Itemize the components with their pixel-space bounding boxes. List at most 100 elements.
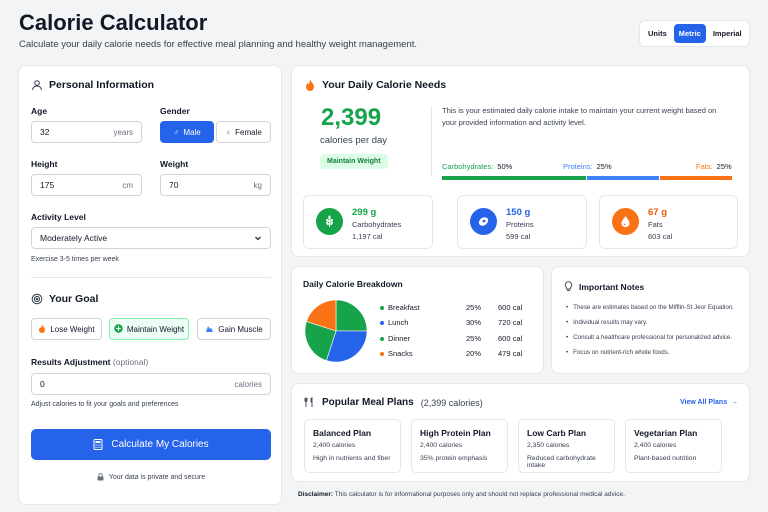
macro-calories: 599 cal <box>506 232 531 241</box>
muscle-icon <box>205 324 214 335</box>
target-icon <box>31 293 43 305</box>
meal-plan-card[interactable]: Balanced Plan 2,400 calories High in nutri… <box>304 419 401 473</box>
plus-circle-icon <box>114 323 123 335</box>
age-label: Age <box>31 106 48 116</box>
goal-lose-label: Lose Weight <box>50 324 95 334</box>
height-unit: cm <box>122 180 133 190</box>
macro-card-fats: 67 g Fats 603 cal <box>599 195 738 249</box>
macro-name: Fats <box>648 220 663 229</box>
activity-select[interactable]: Moderately Active <box>31 227 271 249</box>
weight-value: 70 <box>169 180 179 190</box>
calculate-button-label: Calculate My Calories <box>111 439 209 450</box>
meal-plan-card[interactable]: Vegetarian Plan 2,400 calories Plant-based… <box>625 419 722 473</box>
macro-grams: 150 g <box>506 207 531 218</box>
meal-name: Snacks <box>388 349 413 358</box>
macro-card-carbohydrates: 299 g Carbohydrates 1,197 cal <box>303 195 433 249</box>
disclaimer-label: Disclaimer: <box>298 491 334 498</box>
plan-name: High Protein Plan <box>420 428 491 438</box>
meal-name: Lunch <box>388 318 409 327</box>
meal-calories: 600 cal <box>498 334 523 343</box>
macro-split-pct: 50% <box>497 162 513 171</box>
age-unit: years <box>113 127 133 137</box>
meal-percent: 25% <box>466 334 482 343</box>
daily-needs-header: Your Daily Calorie Needs <box>304 79 446 91</box>
meal-percent: 25% <box>466 303 482 312</box>
goal-header: Your Goal <box>31 293 98 305</box>
chevron-down-icon <box>255 236 261 241</box>
units-imperial-button[interactable]: Imperial <box>712 29 742 38</box>
age-input[interactable]: 32 years <box>31 121 142 143</box>
notes-header: Important Notes <box>564 281 644 292</box>
macro-grams: 299 g <box>352 207 377 218</box>
daily-calories-unit: calories per day <box>320 135 388 146</box>
section-divider <box>31 277 271 278</box>
calculate-button[interactable]: Calculate My Calories <box>31 429 271 460</box>
activity-label: Activity Level <box>31 212 86 222</box>
meal-name: Dinner <box>388 334 411 343</box>
weight-unit: kg <box>253 180 262 190</box>
note-item: These are estimates based on the Mifflin… <box>566 304 748 311</box>
adjustment-label: Results Adjustment (optional) <box>31 357 148 367</box>
macro-split-name: Carbohydrates: <box>442 162 494 171</box>
macro-split-label: Fats: 25% <box>696 162 732 171</box>
adjustment-label-text: Results Adjustment <box>31 357 111 367</box>
height-input[interactable]: 175 cm <box>31 174 142 196</box>
meal-plan-card[interactable]: Low Carb Plan 2,350 calories Reduced carbo… <box>518 419 615 473</box>
note-item: Individual results may vary. <box>566 319 748 326</box>
gender-female-button[interactable]: ♀ Female <box>216 121 271 143</box>
breakdown-row: Lunch 30% 720 cal <box>380 318 540 330</box>
male-icon: ♂ <box>173 127 180 137</box>
lock-icon <box>97 473 104 481</box>
macro-split-segment <box>587 176 659 180</box>
meal-calories: 600 cal <box>498 303 523 312</box>
macro-split-name: Proteins: <box>563 162 593 171</box>
activity-hint: Exercise 3-5 times per week <box>31 256 119 263</box>
gender-label: Gender <box>160 106 190 116</box>
meal-plan-card[interactable]: High Protein Plan 2,400 calories 35% prote… <box>411 419 508 473</box>
adjustment-optional-text: (optional) <box>112 357 149 367</box>
note-item: Consult a healthcare professional for pe… <box>566 334 748 341</box>
macro-calories: 1,197 cal <box>352 232 383 241</box>
adjustment-unit: calories <box>234 379 262 389</box>
weight-input[interactable]: 70 kg <box>160 174 271 196</box>
plan-description: 35% protein emphasis <box>420 455 488 462</box>
pie-slice-lunch <box>326 330 368 363</box>
lightbulb-icon <box>564 281 573 291</box>
disclaimer-text: This calculator is for informational pur… <box>334 491 625 498</box>
plan-description: Reduced carbohydrate intake <box>527 455 596 469</box>
daily-calories-value: 2,399 <box>321 104 382 131</box>
macro-split-label: Proteins: 25% <box>563 162 612 171</box>
gender-male-button[interactable]: ♂ Male <box>160 121 214 143</box>
egg-icon <box>470 208 497 235</box>
meal-plans-header: Popular Meal Plans (2,399 calories) <box>304 397 483 408</box>
goal-maintain-weight-button[interactable]: Maintain Weight <box>109 318 189 340</box>
macro-calories: 603 cal <box>648 232 673 241</box>
vertical-divider <box>431 106 432 176</box>
goal-gain-muscle-button[interactable]: Gain Muscle <box>197 318 271 340</box>
view-all-plans-link[interactable]: View All Plans → <box>680 399 738 406</box>
meal-percent: 20% <box>466 349 482 358</box>
wheat-icon <box>316 208 343 235</box>
page-subtitle: Calculate your daily calorie needs for e… <box>19 39 418 50</box>
units-label: Units <box>648 29 667 38</box>
privacy-note: Your data is private and secure <box>19 473 283 481</box>
meal-name: Breakfast <box>388 303 420 312</box>
goal-title: Your Goal <box>49 293 99 305</box>
page-title: Calorie Calculator <box>19 10 208 35</box>
meal-calories: 479 cal <box>498 349 523 358</box>
activity-value: Moderately Active <box>40 233 108 243</box>
personal-info-title: Personal Information <box>49 79 155 91</box>
calorie-breakdown-panel: Daily Calorie Breakdown Breakfast 25% 600 … <box>291 266 544 374</box>
units-metric-button[interactable]: Metric <box>673 24 706 43</box>
notes-title: Important Notes <box>579 281 645 292</box>
adjustment-input[interactable]: 0 calories <box>31 373 271 395</box>
important-notes-panel: Important Notes These are estimates base… <box>551 266 750 374</box>
meal-plans-subtitle: (2,399 calories) <box>420 397 483 408</box>
input-panel: Personal Information Age 32 years Gender… <box>18 65 282 505</box>
plan-calories: 2,400 calories <box>420 442 463 449</box>
goal-lose-weight-button[interactable]: Lose Weight <box>31 318 102 340</box>
pie-slice-snacks <box>306 299 337 332</box>
legend-dot <box>380 352 384 356</box>
personal-info-header: Personal Information <box>31 79 154 91</box>
note-item: Focus on nutrient-rich whole foods. <box>566 349 748 356</box>
